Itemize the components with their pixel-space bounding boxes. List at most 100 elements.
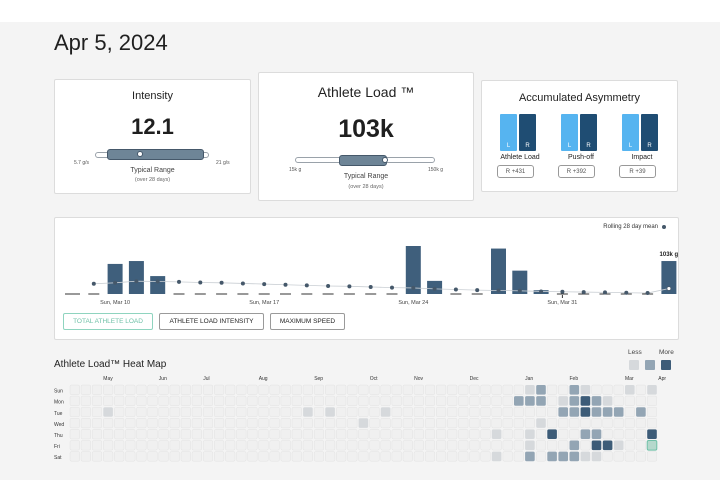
heatmap-cell[interactable] xyxy=(369,406,380,418)
heatmap-cell[interactable] xyxy=(491,406,502,418)
heatmap-cell[interactable] xyxy=(169,418,180,429)
heatmap-cell[interactable] xyxy=(580,418,591,429)
heatmap-cell[interactable] xyxy=(602,396,613,406)
heatmap-cell[interactable] xyxy=(80,429,91,440)
heatmap-cell[interactable] xyxy=(236,429,247,440)
heatmap-cell[interactable] xyxy=(180,418,191,429)
heatmap-cell[interactable] xyxy=(313,451,325,462)
heatmap-cell[interactable] xyxy=(291,384,302,395)
heatmap-cell[interactable] xyxy=(525,429,535,439)
heatmap-cell[interactable] xyxy=(202,429,214,440)
heatmap-cell[interactable] xyxy=(502,418,513,429)
heatmap-cell[interactable] xyxy=(391,406,402,418)
heatmap-cell[interactable] xyxy=(469,395,480,406)
heatmap-cell[interactable] xyxy=(580,451,591,462)
heatmap-cell[interactable] xyxy=(402,418,413,429)
load-bar[interactable] xyxy=(512,270,528,294)
heatmap-cell[interactable] xyxy=(91,384,103,395)
heatmap-cell[interactable] xyxy=(325,384,336,395)
heatmap-cell[interactable] xyxy=(380,407,391,417)
heatmap-cell[interactable] xyxy=(269,440,280,451)
heatmap-cell[interactable] xyxy=(225,418,236,429)
heatmap-cell[interactable] xyxy=(436,429,447,440)
heatmap-cell[interactable] xyxy=(391,429,402,440)
heatmap-cell[interactable] xyxy=(269,384,280,395)
heatmap-cell[interactable] xyxy=(580,396,591,406)
heatmap-cell[interactable] xyxy=(391,384,402,395)
heatmap-cell[interactable] xyxy=(469,440,480,451)
heatmap-cell[interactable] xyxy=(169,406,180,418)
heatmap-cell[interactable] xyxy=(535,440,547,451)
heatmap-cell[interactable] xyxy=(103,384,114,395)
heatmap-cell[interactable] xyxy=(513,406,524,418)
heatmap-cell[interactable] xyxy=(313,440,325,451)
heatmap-cell[interactable] xyxy=(114,384,125,395)
heatmap-cell[interactable] xyxy=(491,429,502,439)
heatmap-cell[interactable] xyxy=(169,384,180,395)
heatmap-cell[interactable] xyxy=(391,395,402,406)
load-bar[interactable] xyxy=(491,248,506,294)
heatmap-cell[interactable] xyxy=(114,406,125,418)
heatmap-cell[interactable] xyxy=(103,418,114,429)
heatmap-cell[interactable] xyxy=(625,385,635,395)
heatmap-cell[interactable] xyxy=(191,418,202,429)
heatmap-cell[interactable] xyxy=(413,418,424,429)
load-bar[interactable] xyxy=(107,263,123,294)
heatmap-cell[interactable] xyxy=(225,406,236,418)
heatmap-cell[interactable] xyxy=(125,429,136,440)
heatmap-cell[interactable] xyxy=(413,429,424,440)
heatmap-cell[interactable] xyxy=(613,418,624,429)
heatmap-cell[interactable] xyxy=(347,429,358,440)
heatmap-cell[interactable] xyxy=(436,440,447,451)
heatmap-cell[interactable] xyxy=(302,429,313,440)
heatmap-cell[interactable] xyxy=(202,406,214,418)
heatmap-cell[interactable] xyxy=(458,384,469,395)
heatmap-cell[interactable] xyxy=(80,384,91,395)
heatmap-cell[interactable] xyxy=(536,385,546,395)
heatmap-cell[interactable] xyxy=(591,384,602,395)
heatmap-cell[interactable] xyxy=(458,418,469,429)
heatmap-cell[interactable] xyxy=(646,395,658,406)
heatmap-cell[interactable] xyxy=(325,418,336,429)
heatmap-cell[interactable] xyxy=(447,395,458,406)
heatmap-cell[interactable] xyxy=(136,406,147,418)
heatmap-cell[interactable] xyxy=(480,395,491,406)
heatmap-cell[interactable] xyxy=(69,440,80,451)
heatmap-cell[interactable] xyxy=(202,395,214,406)
heatmap-cell[interactable] xyxy=(513,451,524,462)
heatmap-cell[interactable] xyxy=(147,406,158,418)
heatmap-cell[interactable] xyxy=(147,429,158,440)
heatmap-cell[interactable] xyxy=(202,451,214,462)
heatmap-cell[interactable] xyxy=(225,451,236,462)
heatmap-cell[interactable] xyxy=(436,418,447,429)
heatmap-cell[interactable] xyxy=(547,429,557,439)
heatmap-cell[interactable] xyxy=(147,451,158,462)
heatmap-cell[interactable] xyxy=(247,406,258,418)
heatmap-cell[interactable] xyxy=(646,418,658,429)
heatmap-cell[interactable] xyxy=(402,384,413,395)
heatmap-cell[interactable] xyxy=(236,406,247,418)
heatmap-cell[interactable] xyxy=(191,451,202,462)
heatmap-cell[interactable] xyxy=(624,451,635,462)
heatmap-cell[interactable] xyxy=(480,384,491,395)
heatmap-cell[interactable] xyxy=(236,440,247,451)
heatmap-cell[interactable] xyxy=(525,440,535,451)
heatmap-cell[interactable] xyxy=(313,406,325,418)
heatmap-cell[interactable] xyxy=(458,440,469,451)
heatmap-cell[interactable] xyxy=(358,395,369,406)
heatmap-cell[interactable] xyxy=(558,429,569,440)
heatmap-cell[interactable] xyxy=(313,429,325,440)
heatmap-cell[interactable] xyxy=(180,451,191,462)
heatmap-cell[interactable] xyxy=(91,429,103,440)
heatmap-cell[interactable] xyxy=(491,395,502,406)
heatmap-cell[interactable] xyxy=(69,406,80,418)
heatmap-cell[interactable] xyxy=(547,451,557,462)
heatmap-cell[interactable] xyxy=(447,406,458,418)
heatmap-cell[interactable] xyxy=(236,395,247,406)
heatmap-cell[interactable] xyxy=(635,440,646,451)
heatmap-cell[interactable] xyxy=(491,418,502,429)
heatmap-cell[interactable] xyxy=(558,407,568,417)
heatmap-cell[interactable] xyxy=(214,451,225,462)
heatmap-cell[interactable] xyxy=(469,384,480,395)
heatmap-cell[interactable] xyxy=(569,396,580,406)
